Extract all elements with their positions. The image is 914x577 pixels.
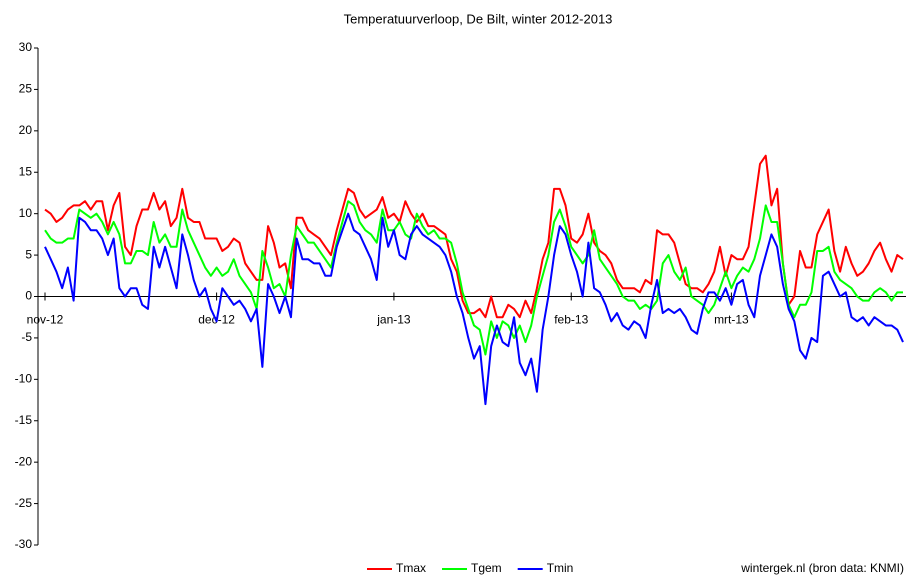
legend-label: Tmax xyxy=(396,561,426,575)
series-line xyxy=(44,200,903,356)
y-tick-label: -5 xyxy=(21,330,32,344)
y-tick-label: 20 xyxy=(19,123,33,137)
x-tick-label: mrt-13 xyxy=(714,313,749,327)
legend-label: Tgem xyxy=(471,561,502,575)
y-tick-label: 25 xyxy=(19,82,33,96)
chart-title: Temperatuurverloop, De Bilt, winter 2012… xyxy=(344,11,613,26)
y-tick-label: -25 xyxy=(15,496,33,510)
y-tick-label: -20 xyxy=(15,454,33,468)
series-line xyxy=(44,212,904,406)
y-tick-label: 0 xyxy=(25,289,32,303)
y-tick-label: -10 xyxy=(15,372,33,386)
y-tick-label: 5 xyxy=(25,247,32,261)
y-tick-label: -15 xyxy=(15,413,33,427)
x-tick-label: feb-13 xyxy=(554,313,588,327)
y-tick-label: 10 xyxy=(19,206,33,220)
source-note: wintergek.nl (bron data: KNMI) xyxy=(740,561,904,575)
x-tick-label: nov-12 xyxy=(27,313,64,327)
x-tick-label: jan-13 xyxy=(376,313,411,327)
legend-label: Tmin xyxy=(547,561,574,575)
y-tick-label: 15 xyxy=(19,164,33,178)
y-tick-label: -30 xyxy=(15,537,33,551)
series-line xyxy=(44,154,904,319)
y-tick-label: 30 xyxy=(19,40,33,54)
